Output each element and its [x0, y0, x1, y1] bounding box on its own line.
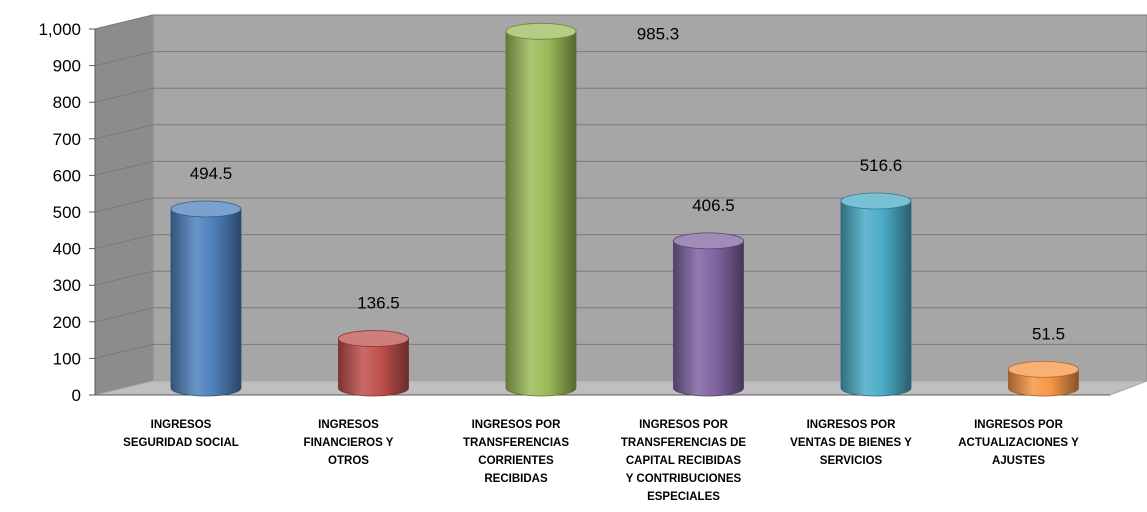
- data-label: 516.6: [860, 156, 903, 175]
- bar: [170, 200, 242, 397]
- bar-top: [1008, 360, 1079, 378]
- bars: [170, 22, 1079, 397]
- y-tick-label: 0: [72, 386, 81, 405]
- data-label: 985.3: [637, 24, 680, 43]
- bar-body: [840, 200, 912, 397]
- x-tick-label: INGRESOS POR VENTAS DE BIENES Y SERVICIOS: [790, 419, 912, 467]
- bar-top: [505, 22, 577, 40]
- y-tick-label: 1,000: [38, 20, 81, 39]
- bar-body: [505, 30, 577, 397]
- bar-body: [170, 208, 242, 397]
- y-tick-label: 900: [53, 57, 81, 76]
- bar-top: [170, 200, 242, 218]
- gridline-side: [94, 87, 154, 103]
- gridlines: [94, 14, 1147, 359]
- y-tick-label: 200: [53, 313, 81, 332]
- data-label: 494.5: [190, 164, 233, 183]
- y-axis: 0 100 200 300 400 500 600 700 800 900 1,000: [38, 20, 1110, 405]
- y-tick-label: 700: [53, 130, 81, 149]
- bar-body: [673, 240, 744, 397]
- bar: [840, 192, 912, 397]
- floor: [94, 380, 1147, 396]
- gridline-side: [94, 51, 154, 67]
- gridline-side: [94, 307, 154, 323]
- y-tick-label: 300: [53, 276, 81, 295]
- data-labels: 494.5 136.5 985.3 406.5 516.6 51.5: [190, 24, 1065, 343]
- x-axis: INGRESOS SEGURIDAD SOCIAL INGRESOS FINANCIE…: [123, 419, 1079, 503]
- chart-walls: [94, 14, 1147, 396]
- gridline-side: [94, 160, 154, 176]
- y-tick-label: 600: [53, 166, 81, 185]
- y-tick-label: 400: [53, 240, 81, 259]
- gridline-side: [94, 270, 154, 286]
- y-tick-label: 500: [53, 203, 81, 222]
- gridline-side: [94, 234, 154, 250]
- bar-top: [840, 192, 912, 210]
- gridline-side: [94, 14, 154, 30]
- bar: [1008, 360, 1079, 397]
- x-tick-label: INGRESOS POR TRANSFERENCIAS DE CAPITAL REC…: [621, 419, 747, 503]
- y-tick-label: 800: [53, 93, 81, 112]
- data-label: 406.5: [692, 196, 735, 215]
- bar-top: [338, 330, 409, 347]
- gridline-side: [94, 197, 154, 213]
- bar: [505, 22, 577, 397]
- bar: [673, 232, 744, 397]
- gridline-side: [94, 343, 154, 359]
- x-tick-label: INGRESOS POR ACTUALIZACIONES Y AJUSTES: [958, 419, 1079, 467]
- bar-top: [673, 232, 744, 250]
- bar-body: [338, 338, 409, 397]
- data-label: 136.5: [357, 294, 400, 313]
- x-tick-label: INGRESOS FINANCIEROS Y OTROS: [304, 419, 394, 467]
- bar: [338, 330, 409, 397]
- y-tick-label: 100: [53, 349, 81, 368]
- gridline-side: [94, 124, 154, 140]
- x-tick-label: INGRESOS SEGURIDAD SOCIAL: [123, 419, 239, 449]
- data-label: 51.5: [1032, 324, 1065, 343]
- x-tick-label: INGRESOS POR TRANSFERENCIAS CORRIENTES RECI…: [463, 419, 569, 485]
